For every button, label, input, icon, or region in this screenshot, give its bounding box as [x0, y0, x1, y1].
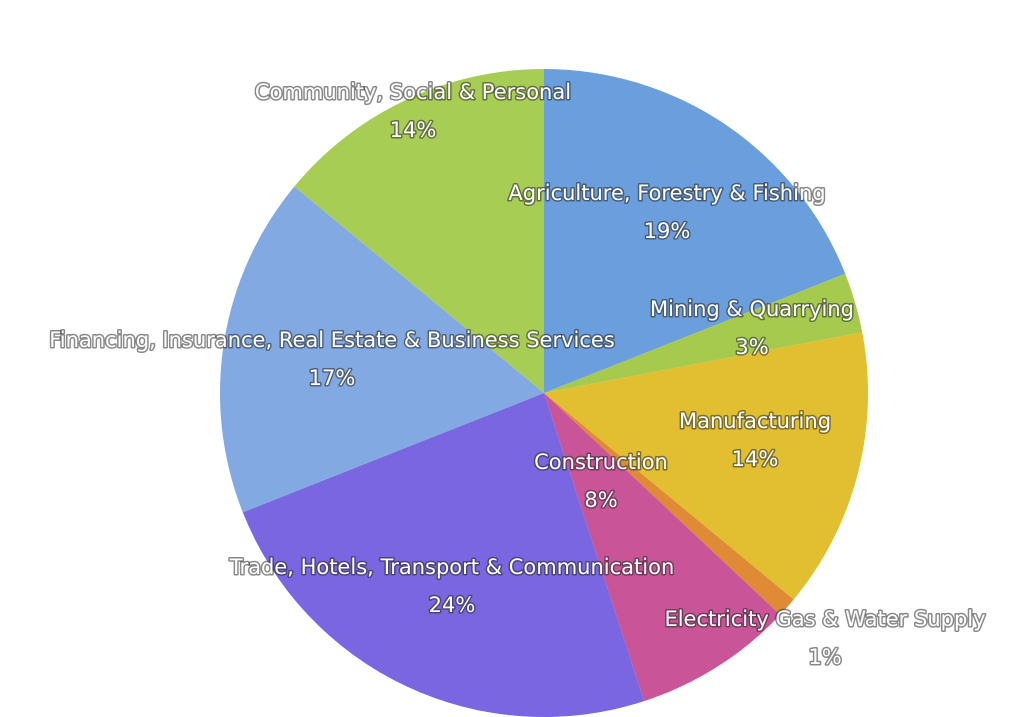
pie-slice-7	[294, 69, 544, 393]
pie-slice-4	[544, 393, 781, 702]
slice-percent-label: 19%	[644, 219, 691, 243]
slice-name-label: Agriculture, Forestry & Fishing	[508, 181, 825, 205]
slice-name-label: Financing, Insurance, Real Estate & Busi…	[49, 328, 615, 352]
slice-name-label: Community, Social & Personal	[255, 80, 571, 104]
slice-percent-label: 14%	[732, 447, 779, 471]
slice-name-label: Trade, Hotels, Transport & Communication	[229, 555, 675, 579]
slice-percent-label: 1%	[808, 645, 841, 669]
slice-percent-label: 14%	[390, 118, 437, 142]
pie-slice-3	[544, 393, 794, 615]
pie-slice-2	[544, 332, 869, 600]
slice-percent-label: 8%	[584, 488, 617, 512]
slice-name-label: Construction	[534, 450, 668, 474]
pie-slice-0	[544, 69, 846, 393]
pie-slice-1	[544, 273, 863, 393]
slice-percent-label: 3%	[735, 335, 768, 359]
pie-slice-5	[242, 393, 645, 717]
slice-percent-label: 24%	[429, 593, 476, 617]
pie-slice-6	[219, 186, 544, 513]
pie-slices	[219, 69, 869, 717]
slice-name-label: Electricity Gas & Water Supply	[664, 607, 985, 631]
slice-name-label: Manufacturing	[679, 409, 831, 433]
slice-labels: Agriculture, Forestry & Fishing 19% Mining…	[48, 79, 987, 671]
slice-percent-label: 17%	[309, 366, 356, 390]
slice-name-label: Mining & Quarrying	[650, 297, 854, 321]
